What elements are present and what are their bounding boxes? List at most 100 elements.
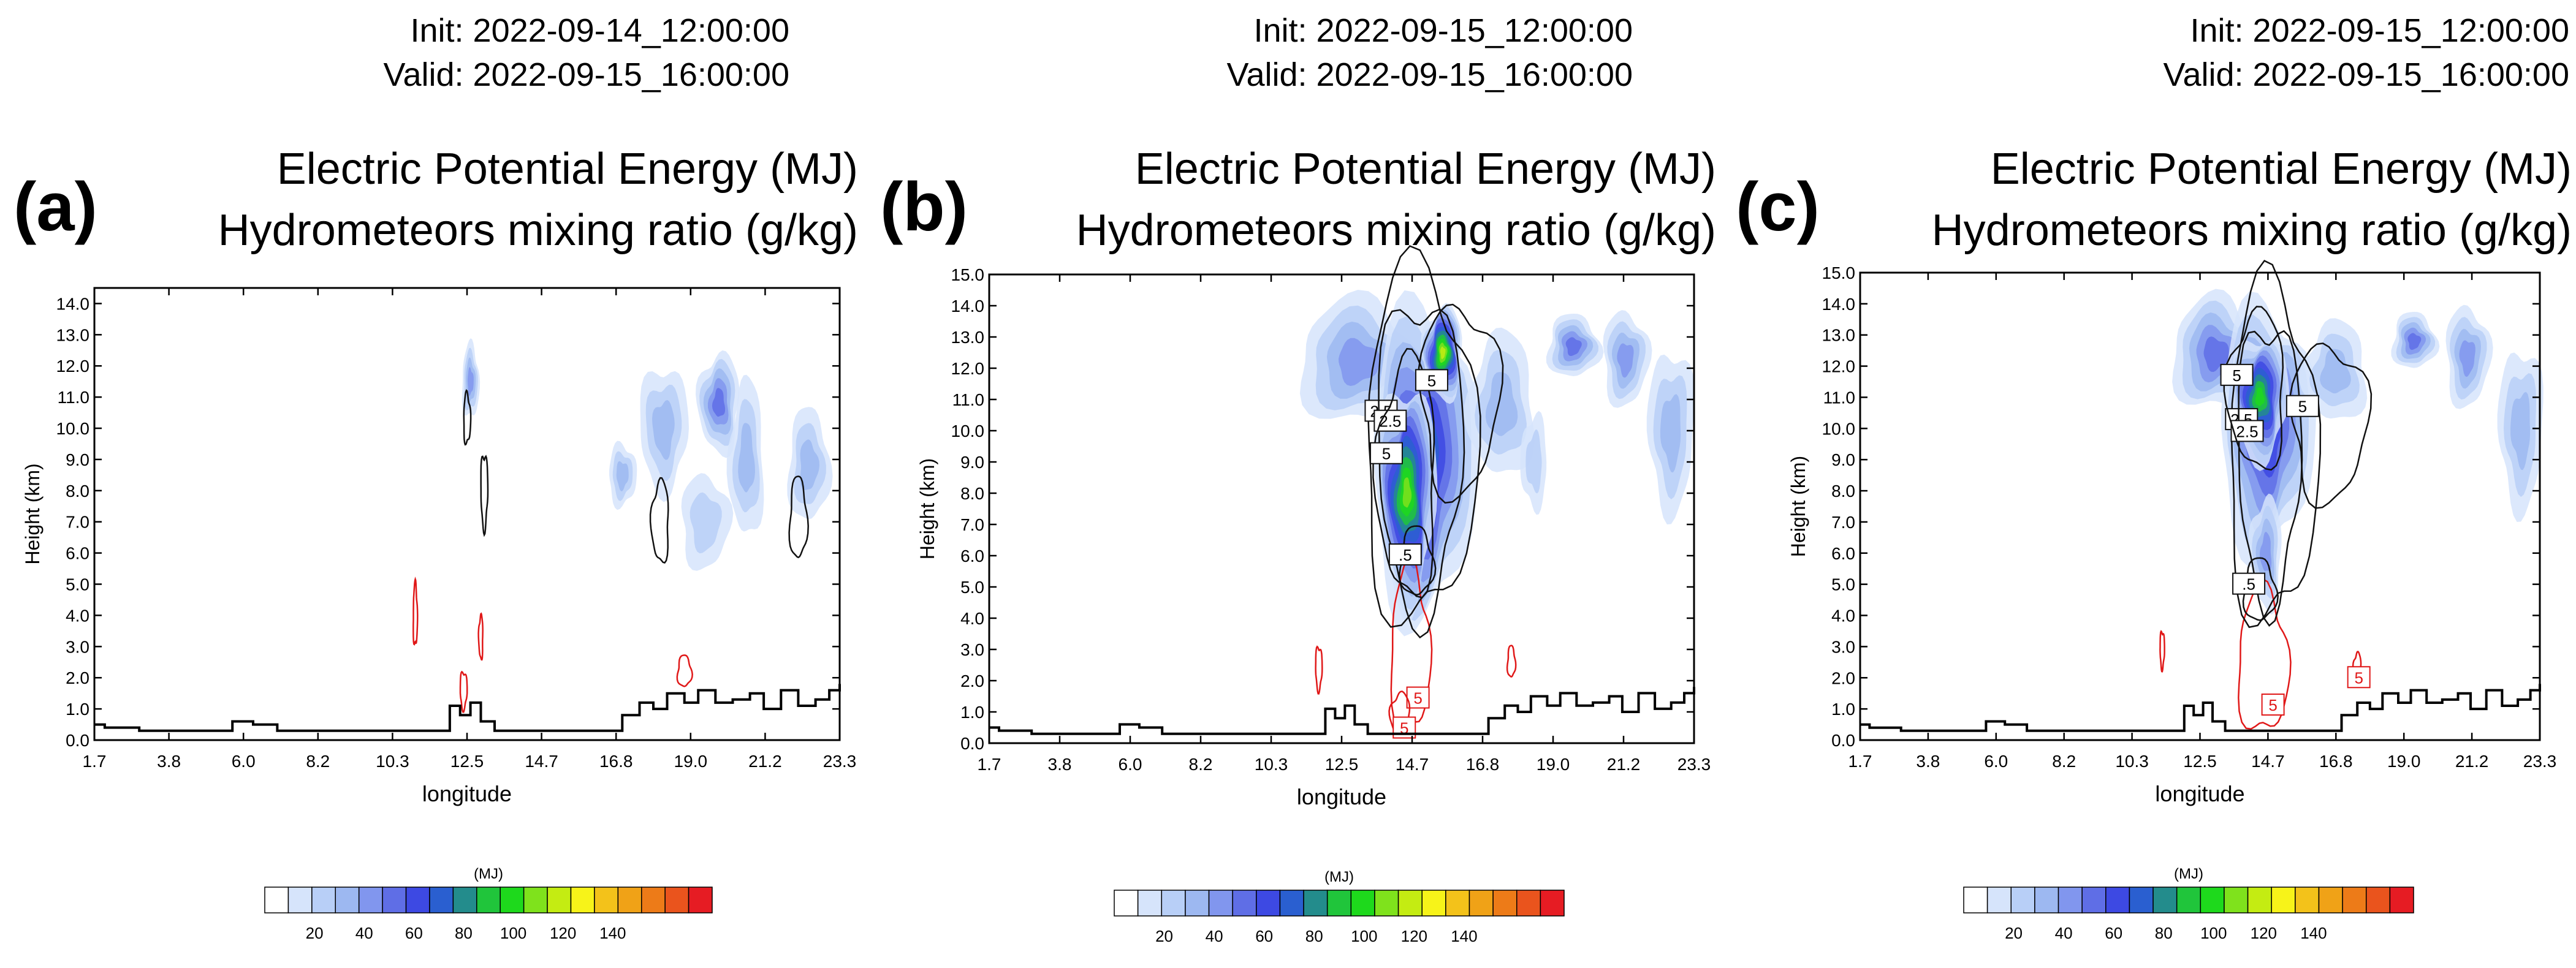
colorbar-tick-label: 60 (1255, 927, 1273, 945)
shaded-band (2203, 336, 2229, 372)
colorbar-swatch (2389, 887, 2414, 913)
colorbar-tick-label: 40 (1206, 927, 1223, 945)
y-tick-label: 9.0 (1831, 450, 1855, 469)
x-tick-label: 3.8 (1048, 755, 1072, 774)
contour-chart-b: 552.52.55.551.73.86.08.210.312.514.716.8… (916, 245, 1711, 945)
y-tick-label: 9.0 (66, 450, 89, 469)
contour-label-box (2261, 694, 2285, 716)
y-tick-label: 3.0 (1831, 637, 1855, 656)
colorbar-title: (MJ) (2174, 866, 2203, 882)
colorbar-swatch (1445, 890, 1470, 917)
x-tick-label: 1.7 (978, 755, 1001, 774)
terrain-line (94, 684, 841, 732)
colorbar-tick-label: 80 (455, 924, 473, 942)
colorbar-swatch (476, 887, 501, 913)
x-tick-label: 12.5 (1325, 755, 1359, 774)
colorbar-swatch (429, 887, 454, 913)
colorbar-swatch (1516, 890, 1541, 917)
colorbar-tick-label: 40 (355, 924, 373, 942)
x-tick-label: 23.3 (823, 752, 857, 771)
contour-label-box (1406, 686, 1430, 709)
shaded-band (468, 367, 474, 396)
colorbar-swatch (1279, 890, 1304, 917)
terrain-line (1860, 684, 2541, 732)
shaded-band (2255, 387, 2265, 407)
contour-label-box (2285, 395, 2319, 417)
colorbar-tick-label: 20 (306, 924, 324, 942)
colorbar-swatch (1208, 890, 1233, 917)
colorbar-tick-label: 120 (2251, 924, 2277, 942)
x-axis-label: longitude (1297, 784, 1386, 809)
contour-label: 5 (1382, 445, 1391, 463)
y-tick-label: 6.0 (1831, 544, 1855, 563)
panel-a: Init: 2022-09-14_12:00:00 Valid: 2022-09… (0, 0, 858, 968)
contour-label: 2.5 (2236, 422, 2258, 441)
chart-title-line2: Hydrometeors mixing ratio (g/kg) (218, 206, 858, 255)
x-tick-label: 1.7 (1848, 752, 1872, 771)
contour-label: 5 (2354, 668, 2363, 687)
shaded-band (1339, 338, 1380, 386)
x-tick-label: 12.5 (450, 752, 484, 771)
colorbar-swatch (2105, 887, 2130, 913)
y-tick-label: 6.0 (66, 544, 89, 563)
colorbar-title: (MJ) (1324, 869, 1354, 885)
panel-b: Init: 2022-09-15_12:00:00 Valid: 2022-09… (853, 0, 1716, 968)
y-tick-label: 7.0 (960, 515, 984, 534)
black-contour (2289, 342, 2373, 509)
colorbar-swatch (311, 887, 336, 913)
y-tick-label: 1.0 (960, 703, 984, 722)
x-tick-label: 14.7 (525, 752, 558, 771)
y-tick-label: 8.0 (960, 484, 984, 503)
chart-title-line1: Electric Potential Energy (MJ) (1990, 145, 2572, 194)
valid-time: Valid: 2022-09-15_16:00:00 (383, 56, 789, 93)
colorbar-swatch (570, 887, 595, 913)
shaded-band (712, 388, 726, 417)
x-tick-label: 1.7 (83, 752, 107, 771)
colorbar-swatch (1492, 890, 1518, 917)
red-contour (459, 670, 468, 713)
colorbar-swatch (1963, 887, 1988, 913)
contour-label-box (1369, 442, 1403, 464)
colorbar-swatch (617, 887, 642, 913)
chart-title-line2: Hydrometeors mixing ratio (g/kg) (1931, 206, 2572, 255)
shaded-band (2260, 532, 2272, 572)
x-tick-label: 6.0 (232, 752, 256, 771)
y-tick-label: 11.0 (952, 390, 984, 409)
y-tick-label: 6.0 (960, 546, 984, 565)
red-contour (1390, 554, 1433, 726)
x-tick-label: 12.5 (2183, 752, 2217, 771)
y-tick-label: 1.0 (1831, 700, 1855, 719)
colorbar-swatch (688, 887, 713, 913)
valid-time: Valid: 2022-09-15_16:00:00 (1226, 56, 1633, 93)
contour-label-box (2230, 420, 2264, 442)
init-time: Init: 2022-09-14_12:00:00 (410, 12, 790, 49)
colorbar-swatch (2200, 887, 2225, 913)
y-tick-label: 4.0 (66, 606, 89, 625)
x-tick-label: 6.0 (1119, 755, 1142, 774)
colorbar-swatch (2247, 887, 2272, 913)
colorbar-tick-label: 140 (2300, 924, 2327, 942)
red-contour (412, 577, 419, 646)
contour-label-box (1373, 409, 1407, 432)
colorbar-tick-label: 100 (1351, 927, 1377, 945)
colorbar-swatch (2129, 887, 2154, 913)
colorbar-swatch (1350, 890, 1375, 917)
x-tick-label: 8.2 (2052, 752, 2076, 771)
contour-label-box (2232, 572, 2266, 595)
colorbar-swatch (335, 887, 360, 913)
y-tick-label: 9.0 (960, 453, 984, 472)
panel-label: (a) (13, 168, 97, 245)
colorbar-swatch (2010, 887, 2035, 913)
x-tick-label: 21.2 (748, 752, 782, 771)
red-contour (2238, 578, 2292, 730)
shaded-band (1617, 343, 1634, 378)
colorbar-tick-label: 80 (1305, 927, 1323, 945)
colorbar-tick-label: 60 (405, 924, 423, 942)
colorbar-tick-label: 20 (2005, 924, 2023, 942)
y-tick-label: 4.0 (960, 609, 984, 628)
colorbar-swatch (2342, 887, 2367, 913)
x-tick-label: 3.8 (157, 752, 181, 771)
y-tick-label: 5.0 (1831, 575, 1855, 594)
y-tick-label: 11.0 (1823, 388, 1855, 407)
valid-time: Valid: 2022-09-15_16:00:00 (2163, 56, 2569, 93)
